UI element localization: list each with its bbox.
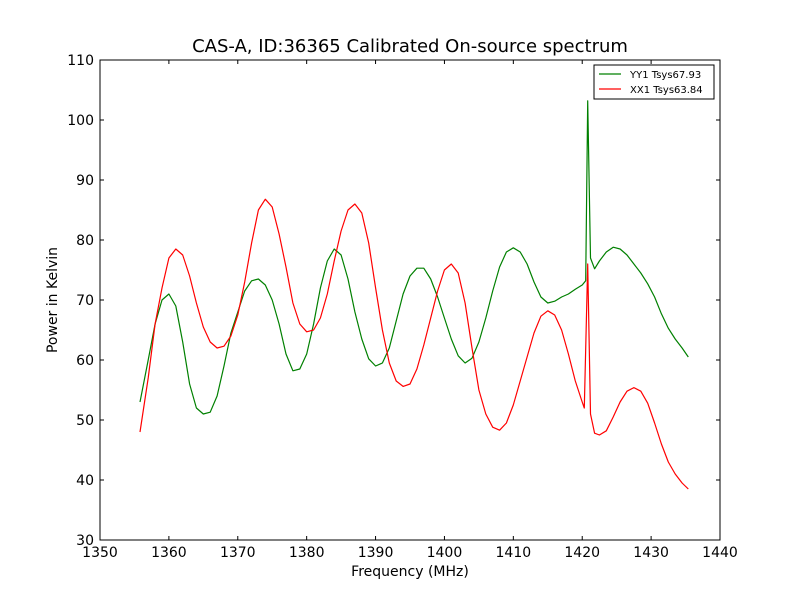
x-tick-label: 1360 — [151, 545, 187, 561]
x-tick-label: 1410 — [496, 545, 532, 561]
y-tick-label: 30 — [76, 533, 94, 549]
series-line-xx1 — [139, 198, 689, 490]
plot-area — [100, 60, 720, 540]
y-tick-label: 90 — [76, 173, 94, 189]
chart-title: CAS-A, ID:36365 Calibrated On-source spe… — [192, 36, 628, 57]
y-axis-label: Power in Kelvin — [45, 247, 61, 353]
y-tick-label: 50 — [76, 413, 94, 429]
x-tick-label: 1390 — [358, 545, 394, 561]
y-axis: 30 40 50 60 70 80 90 100 110 — [67, 53, 720, 549]
x-tick-label: 1370 — [220, 545, 256, 561]
legend-box — [593, 64, 715, 100]
legend: YY1 Tsys67.93 XX1 Tsys63.84 — [593, 64, 715, 100]
y-tick-label: 40 — [76, 473, 94, 489]
x-tick-label: 1420 — [564, 545, 600, 561]
y-tick-label: 110 — [67, 53, 94, 69]
x-tick-label: 1400 — [427, 545, 463, 561]
y-tick-label: 70 — [76, 293, 94, 309]
series-line-yy1 — [139, 100, 689, 415]
series-layer — [139, 100, 689, 490]
x-axis-label: Frequency (MHz) — [351, 564, 469, 580]
x-tick-label: 1430 — [633, 545, 669, 561]
x-tick-label: 1380 — [289, 545, 325, 561]
x-tick-label: 1440 — [702, 545, 738, 561]
x-tick-label: 1350 — [82, 545, 118, 561]
y-tick-label: 80 — [76, 233, 94, 249]
y-tick-label: 60 — [76, 353, 94, 369]
legend-label-xx1: XX1 Tsys63.84 — [630, 85, 703, 96]
legend-label-yy1: YY1 Tsys67.93 — [629, 70, 701, 81]
y-tick-label: 100 — [67, 113, 94, 129]
x-axis: 1350 1360 1370 1380 1390 1400 1410 1420 1430 1440 — [82, 60, 738, 561]
